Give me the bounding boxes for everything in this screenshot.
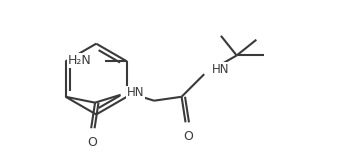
Text: HN: HN — [212, 63, 229, 76]
Text: HN: HN — [126, 86, 144, 99]
Text: O: O — [183, 130, 193, 143]
Text: H₂N: H₂N — [68, 54, 91, 67]
Text: O: O — [87, 136, 97, 149]
